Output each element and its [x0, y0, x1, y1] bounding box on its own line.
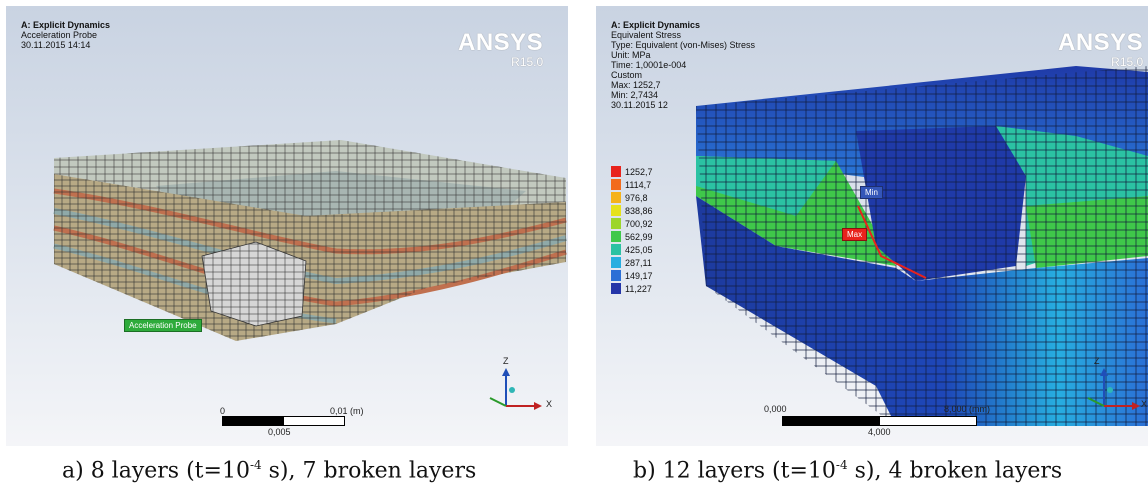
result-unit: Unit: MPa: [611, 50, 651, 60]
legend-row: 1252,7: [611, 166, 653, 179]
header-info-b: A: Explicit Dynamics Equivalent Stress T…: [611, 20, 755, 110]
logo-text: ANSYS: [458, 29, 544, 56]
axis-triad-b: [1087, 368, 1140, 410]
legend-row: 287,11: [611, 257, 653, 270]
legend-label: 838,86: [625, 206, 653, 216]
result-time: Time: 1,0001e-004: [611, 60, 687, 70]
min-tag: Min: [860, 186, 883, 199]
legend-row: 700,92: [611, 218, 653, 231]
scale-label-left: 0,000: [764, 404, 787, 414]
axis-z-label: Z: [503, 356, 509, 366]
legend-row: 562,99: [611, 231, 653, 244]
analysis-title: A: Explicit Dynamics: [21, 20, 111, 30]
mesh-render-b: [696, 66, 1148, 426]
mesh-render-a: [53, 140, 567, 341]
viewport-panel-a: A: Explicit Dynamics Acceleration Probe …: [6, 6, 568, 446]
legend-swatch: [611, 218, 621, 229]
result-custom: Custom: [611, 70, 643, 80]
analysis-title: A: Explicit Dynamics: [611, 20, 701, 30]
scale-label-mid: 0,005: [268, 427, 291, 437]
result-min: Min: 2,7434: [611, 90, 659, 100]
legend-label: 11,227: [625, 284, 652, 294]
legend-label: 1114,7: [625, 180, 652, 190]
legend-swatch: [611, 244, 621, 255]
legend-swatch: [611, 166, 621, 177]
legend-row: 11,227: [611, 283, 653, 296]
logo-text: ANSYS: [1058, 29, 1144, 56]
legend-swatch: [611, 179, 621, 190]
logo-version: R15.0: [1111, 55, 1144, 69]
caption-a-prefix: a) 8 layers (t=10: [62, 458, 250, 484]
legend-swatch: [611, 205, 621, 216]
caption-b-exponent: -4: [835, 458, 848, 472]
viewport-panel-b: A: Explicit Dynamics Equivalent Stress T…: [596, 6, 1148, 446]
axis-triad-a: [489, 368, 542, 410]
caption-a: a) 8 layers (t=10-4 s), 7 broken layers: [62, 458, 476, 483]
header-info-a: A: Explicit Dynamics Acceleration Probe …: [21, 20, 110, 50]
legend-row: 425,05: [611, 244, 653, 257]
caption-a-exponent: -4: [249, 458, 262, 472]
caption-b: b) 12 layers (t=10-4 s), 4 broken layers: [633, 458, 1062, 483]
legend-swatch: [611, 283, 621, 294]
axis-x-label: X: [1141, 399, 1148, 409]
result-type: Type: Equivalent (von-Mises) Stress: [611, 40, 756, 50]
legend-label: 562,99: [625, 232, 653, 242]
axis-x-label: X: [546, 399, 553, 409]
logo-version: R15.0: [511, 55, 544, 69]
legend-swatch: [611, 257, 621, 268]
legend-swatch: [611, 270, 621, 281]
legend-row: 838,86: [611, 205, 653, 218]
result-name: Acceleration Probe: [21, 30, 98, 40]
caption-b-suffix: s), 4 broken layers: [847, 458, 1063, 484]
scale-label-left: 0: [220, 406, 226, 416]
legend-label: 287,11: [625, 258, 652, 268]
legend-label: 149,17: [625, 271, 653, 281]
probe-label: Acceleration Probe: [124, 319, 202, 332]
caption-b-prefix: b) 12 layers (t=10: [633, 458, 836, 484]
ansys-logo: ANSYS R15.0: [1058, 29, 1144, 69]
result-max: Max: 1252,7: [611, 80, 661, 90]
legend-row: 1114,7: [611, 179, 653, 192]
scale-label-mid: 4,000: [868, 427, 891, 437]
timestamp: 30.11.2015 12: [611, 100, 668, 110]
legend-swatch: [611, 192, 621, 203]
legend-row: 976,8: [611, 192, 653, 205]
result-name: Equivalent Stress: [611, 30, 682, 40]
max-tag: Max: [842, 228, 868, 241]
timestamp: 30.11.2015 14:14: [21, 40, 91, 50]
scale-label-right: 8,000 (mm): [944, 404, 991, 414]
legend-label: 425,05: [625, 245, 653, 255]
legend-row: 149,17: [611, 270, 653, 283]
legend-label: 700,92: [625, 219, 653, 229]
caption-a-suffix: s), 7 broken layers: [261, 458, 477, 484]
scale-label-right: 0,01 (m): [330, 406, 364, 416]
color-legend: 1252,7 1114,7 976,8 838,86 700,92 562,99 425,0…: [611, 166, 653, 296]
axis-z-label: Z: [1094, 356, 1100, 366]
legend-swatch: [611, 231, 621, 242]
ansys-logo: ANSYS R15.0: [458, 29, 544, 69]
legend-label: 976,8: [625, 193, 648, 203]
legend-label: 1252,7: [625, 167, 653, 177]
